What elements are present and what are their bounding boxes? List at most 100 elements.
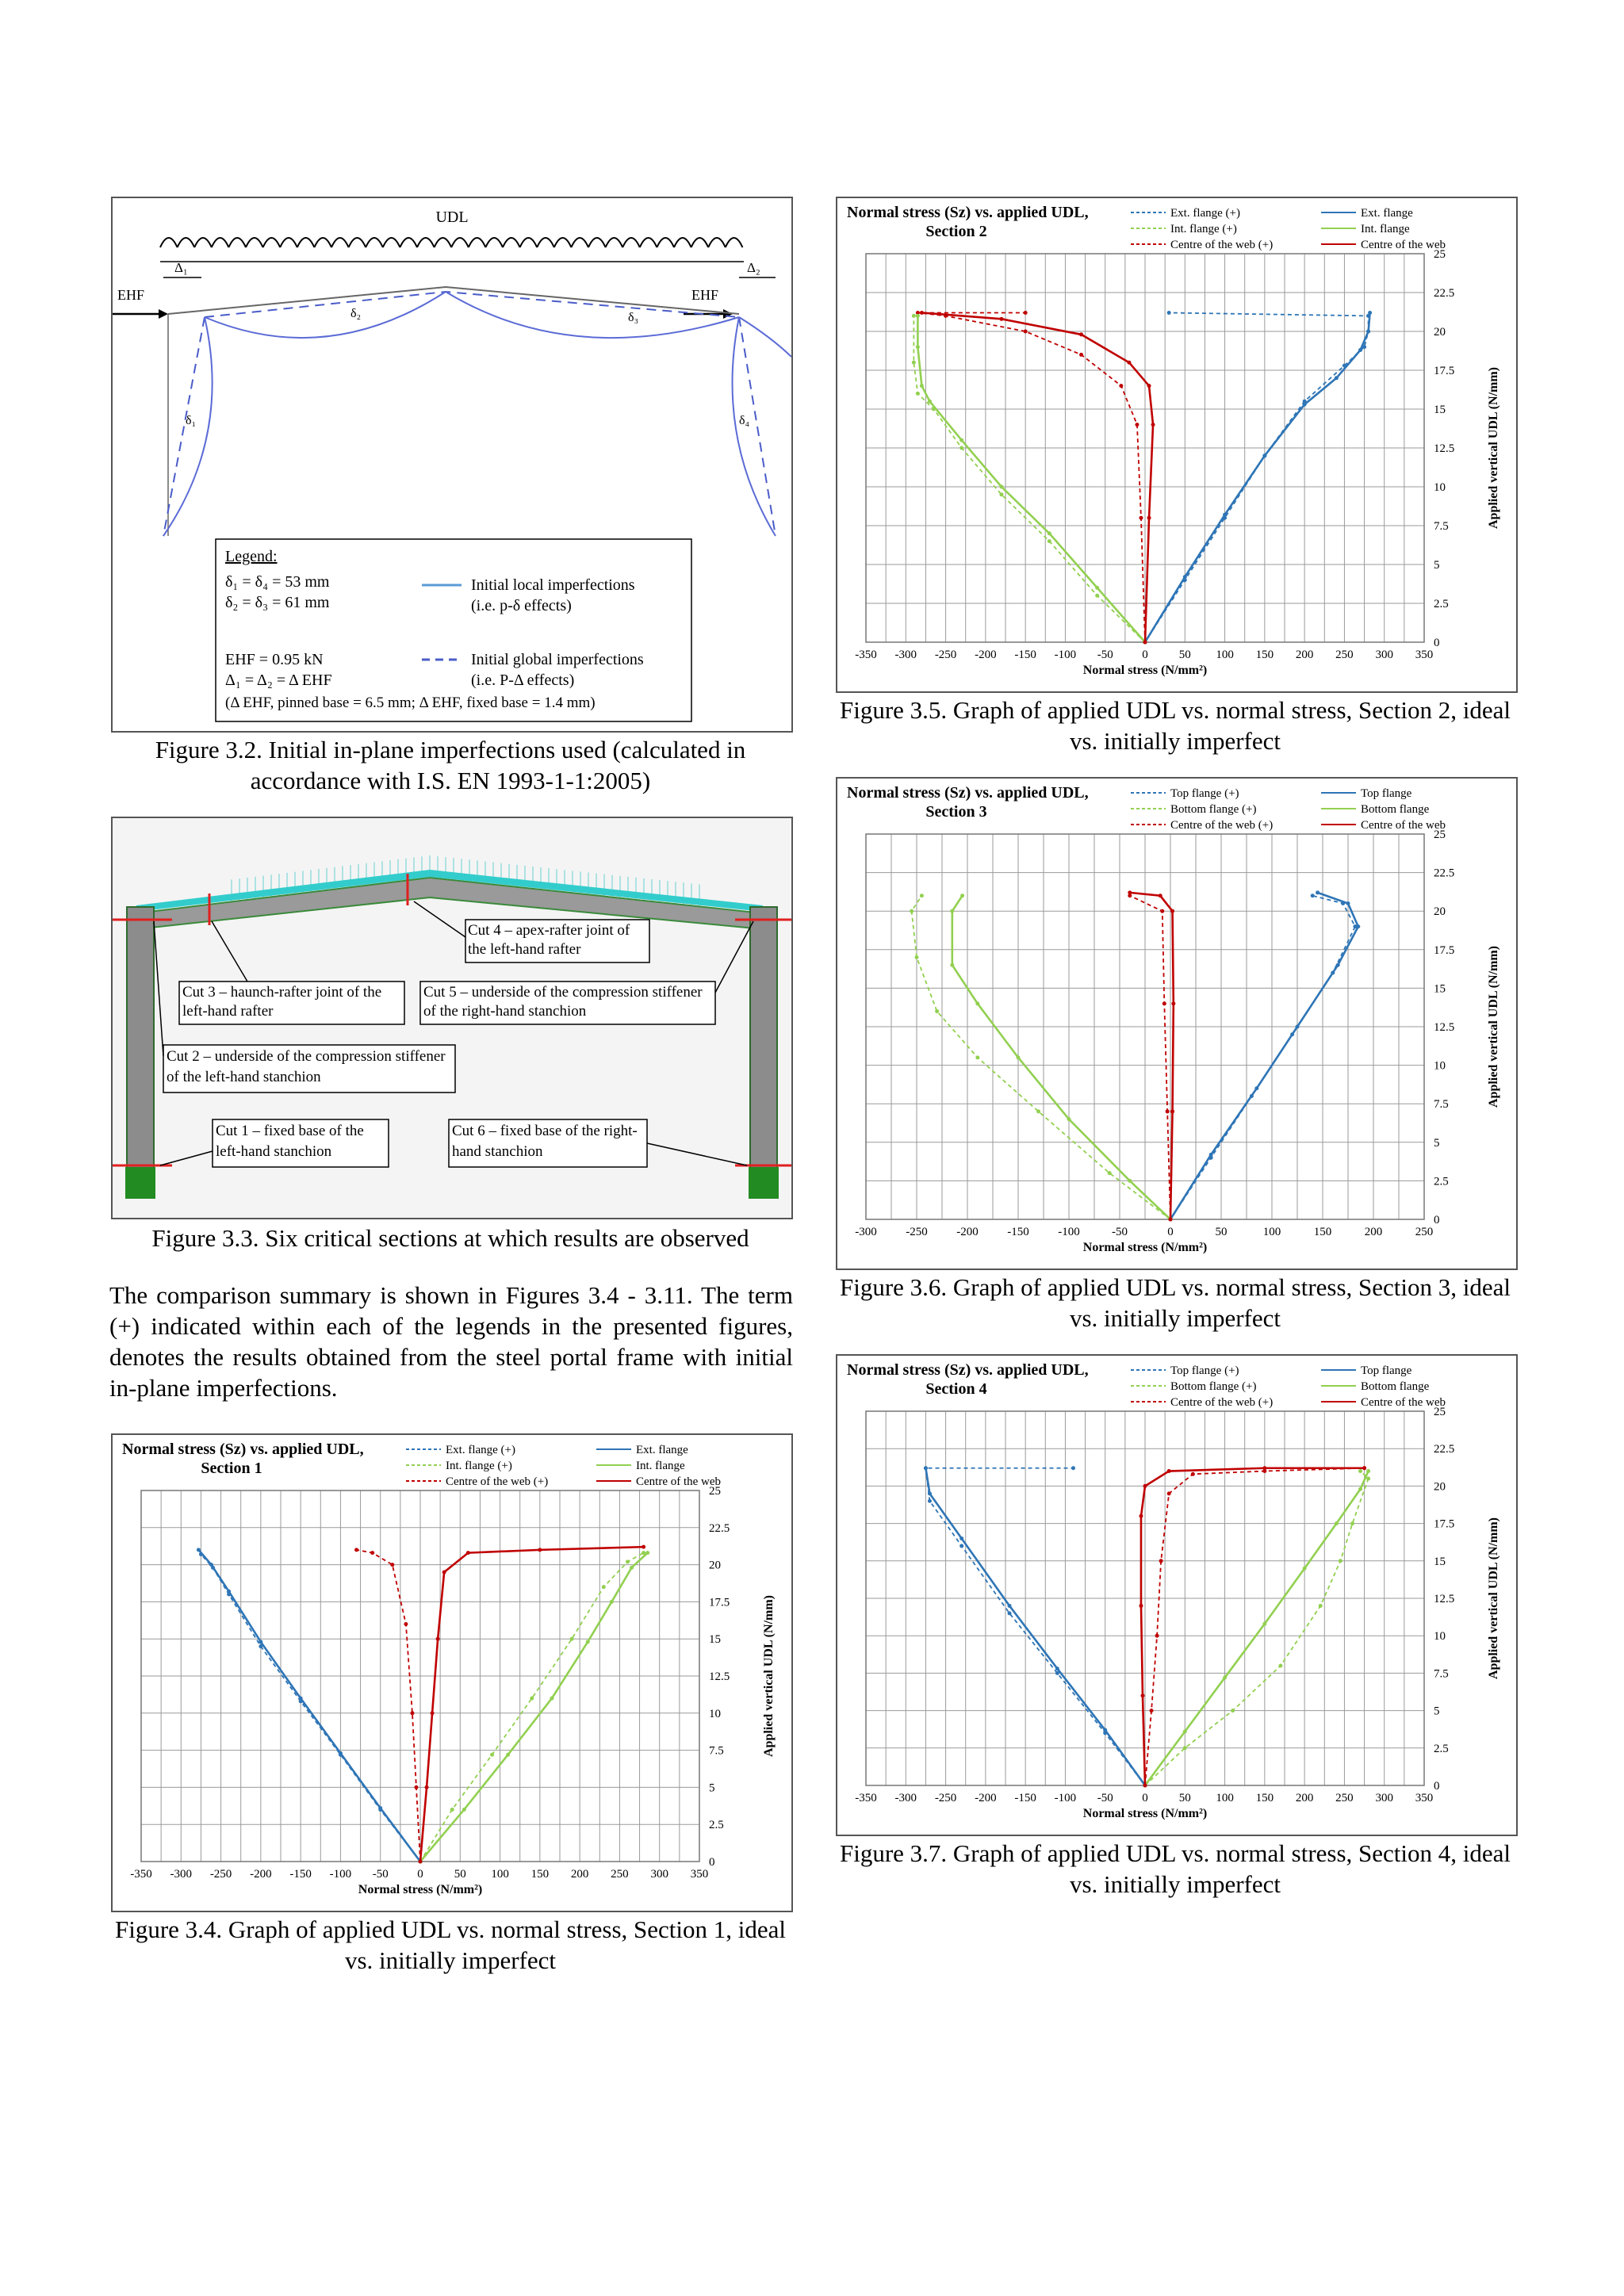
data-point [915, 391, 920, 396]
udl-arcs [159, 237, 744, 248]
legend-entry: Bottom flange [1361, 803, 1430, 816]
legend-entry: Centre of the web (+) [1170, 1396, 1273, 1409]
chart-title: Normal stress (Sz) vs. applied UDL, [122, 1441, 364, 1458]
data-point [1128, 894, 1132, 898]
legend-entry: Centre of the web [1361, 819, 1446, 832]
chart-section-1: -350 -300 -250 -200 -150 -100 -50 0 50 100 150 200 2… [111, 1433, 793, 1912]
legend-entry: Top flange (+) [1170, 1364, 1239, 1377]
legend-entry: Int. flange (+) [446, 1460, 512, 1472]
series-line [1129, 891, 1175, 1220]
x-tick-label: -200 [956, 1226, 979, 1238]
x-tick-label: -250 [210, 1868, 232, 1881]
delta4-label: δ₄ [739, 414, 750, 427]
data-point [1158, 894, 1162, 898]
data-point [1262, 1466, 1267, 1471]
series-line [197, 1549, 422, 1862]
data-point [1223, 512, 1228, 517]
data-point [915, 313, 920, 318]
y-tick-label: 0 [1434, 1780, 1440, 1793]
series-line [1144, 1467, 1365, 1786]
data-point [1143, 640, 1147, 645]
y-tick-label: 22.5 [1434, 867, 1454, 880]
x-tick-label: 250 [611, 1868, 629, 1881]
data-point [1127, 360, 1132, 365]
data-point [424, 1785, 429, 1789]
x-tick-label: 0 [417, 1868, 423, 1881]
data-point [1166, 1491, 1171, 1496]
x-tick-label: -300 [855, 1226, 877, 1238]
legend-entry: Top flange [1361, 787, 1412, 800]
x-tick-label: 50 [1179, 649, 1191, 661]
data-point [919, 310, 924, 315]
data-point [1023, 310, 1028, 315]
figure-3-2-caption: Figure 3.2. Initial in-plane imperfectio… [155, 736, 746, 794]
x-tick-label: 300 [1375, 649, 1393, 661]
data-point [1335, 962, 1340, 967]
data-point [390, 1563, 395, 1567]
x-tick-label: 200 [1296, 1792, 1314, 1804]
data-point [354, 1548, 359, 1552]
cut-1-label: Cut 1 – fixed base of the left-hand stan… [216, 1123, 364, 1160]
chart-title: Normal stress (Sz) vs. applied UDL, [847, 1361, 1089, 1379]
series-line [951, 895, 1171, 1220]
x-tick-label: 250 [1415, 1226, 1434, 1238]
data-point [1190, 1471, 1195, 1476]
legend-box [215, 538, 692, 722]
x-tick-label: -50 [1112, 1226, 1128, 1238]
legend-local-1: Initial local imperfections [471, 576, 635, 594]
data-point [919, 894, 924, 898]
data-point [1310, 894, 1315, 898]
data-point [1128, 1178, 1132, 1183]
data-point [1107, 1171, 1112, 1176]
series-line [917, 312, 1146, 643]
x-tick-label: 350 [1415, 1792, 1434, 1804]
data-point [915, 310, 920, 315]
cut-6-label: Cut 6 – fixed base of the right-hand sta… [452, 1123, 638, 1160]
data-point [1358, 348, 1363, 353]
data-point [465, 1551, 470, 1556]
legend-line-1: δ₁ = δ₄ = 53 mm [225, 573, 330, 591]
data-point [1334, 376, 1339, 381]
data-point [1103, 1728, 1108, 1732]
data-point [999, 484, 1004, 489]
data-point [1047, 539, 1051, 544]
y-tick-label: 5 [709, 1781, 715, 1794]
data-point [404, 1621, 408, 1626]
y-tick-label: 0 [1434, 1214, 1440, 1226]
data-point [1356, 924, 1361, 929]
x-tick-label: 150 [1256, 649, 1274, 661]
legend-entry: Centre of the web [1361, 239, 1446, 251]
delta2-label: δ₂ [350, 307, 361, 320]
figure-3-3-caption: Figure 3.3. Six critical sections at whi… [151, 1224, 749, 1252]
ehf-left-label: EHF [117, 287, 144, 303]
x-tick-label: -250 [906, 1226, 928, 1238]
legend-delta-2: (Δ EHF, pinned base = 6.5 mm; Δ EHF, fix… [225, 695, 596, 711]
x-tick-label: 50 [1216, 1226, 1228, 1238]
y-tick-label: 7.5 [1434, 520, 1449, 533]
data-point [1055, 1667, 1059, 1671]
data-point [625, 1559, 630, 1564]
y-tick-label: 25 [709, 1485, 721, 1498]
legend-delta: Δ₁ = Δ₂ = Δ EHF [225, 672, 332, 689]
legend-title: Legend: [225, 548, 278, 565]
data-point [1170, 1109, 1175, 1114]
legend-line-2: δ₂ = δ₃ = 61 mm [225, 594, 330, 611]
y-tick-label: 5 [1434, 1137, 1440, 1150]
y-axis-label: Applied vertical UDL (N/mm) [1487, 367, 1500, 529]
figure-3-7-caption: Figure 3.7. Graph of applied UDL vs. nor… [839, 1839, 1511, 1898]
data-point [1119, 384, 1124, 388]
y-tick-label: 10 [1434, 481, 1446, 494]
y-tick-label: 25 [1434, 828, 1446, 841]
y-tick-label: 22.5 [1434, 1443, 1454, 1456]
x-tick-label: -300 [895, 649, 917, 661]
data-point [1095, 593, 1100, 598]
legend-entry: Int. flange (+) [1170, 223, 1237, 235]
imperfections-diagram: UDL Δ₁ Δ₂ EHF EHF δ₂ δ₃ δ₁ δ₄ Legend: δ₁… [113, 209, 791, 722]
figure-3-3: Cut 4 – apex-rafter joint of the left-ha… [111, 817, 793, 1219]
x-tick-label: -150 [1014, 1792, 1036, 1804]
data-point [1036, 1109, 1041, 1114]
data-point [196, 1548, 201, 1552]
series-line [1144, 1470, 1369, 1786]
x-tick-label: -100 [1055, 1792, 1077, 1804]
delta1-top-label: Δ₁ [174, 260, 188, 275]
